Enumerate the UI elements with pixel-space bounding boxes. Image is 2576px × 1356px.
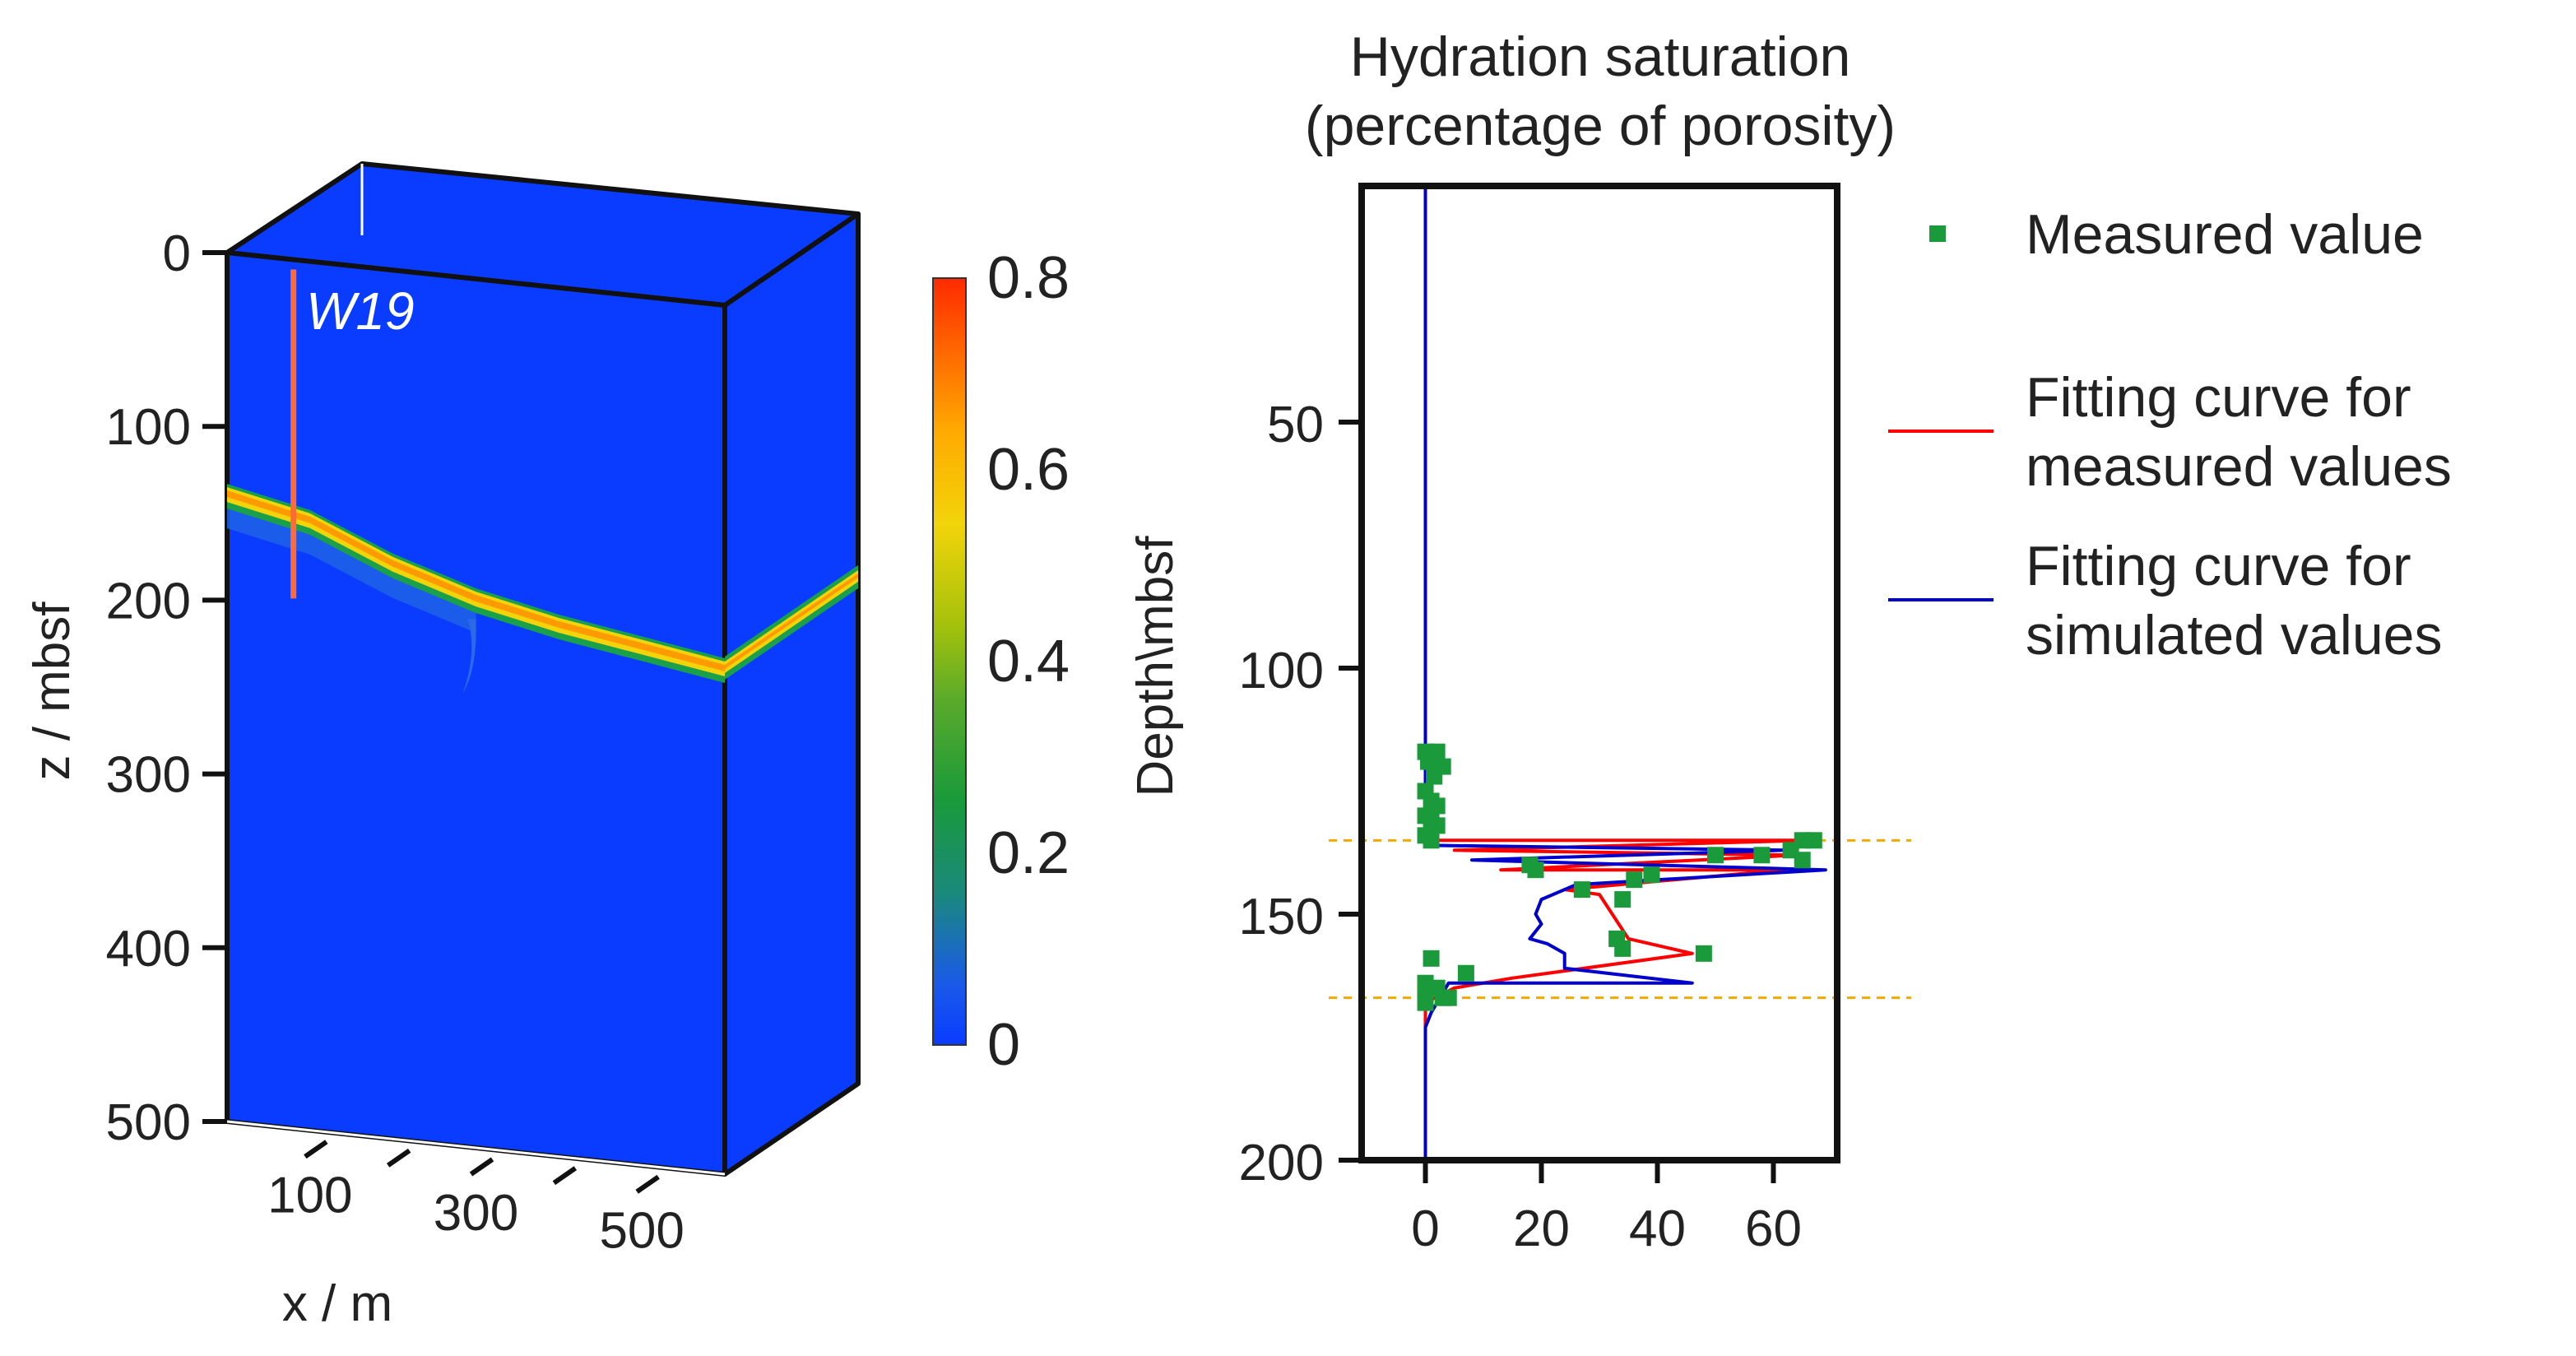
measured-point [1457, 964, 1474, 982]
legend-label: simulated values [2026, 604, 2442, 666]
x-tick-label: 20 [1513, 1200, 1570, 1257]
fit-measured-curve [1423, 186, 1810, 1160]
x-tick-label: 100 [267, 1168, 352, 1224]
measured-point [1426, 768, 1443, 785]
profile-panel: Hydration saturation (percentage of poro… [1127, 26, 2452, 1257]
depth-axis-label: Depth\mbsf [1127, 536, 1184, 797]
x-tick [469, 1157, 494, 1177]
x-tick-label: 0 [1411, 1200, 1439, 1257]
measured-point [1643, 866, 1660, 884]
plot-frame [1358, 183, 1840, 1163]
z-tick-label: 300 [106, 747, 191, 804]
measured-point [1805, 832, 1822, 849]
x-axis-label: x / m [282, 1275, 392, 1332]
volume-side-face [722, 211, 861, 1177]
x-tick-label: 40 [1629, 1200, 1686, 1257]
hydrate-plume [462, 619, 476, 694]
z-axis: 0 100 200 300 400 500 [106, 225, 227, 1151]
measured-point [1794, 852, 1811, 869]
measured-point [1423, 832, 1440, 849]
measured-point [1626, 871, 1643, 889]
colorbar-ticks: 0.8 0.6 0.4 0.2 0 [987, 245, 1070, 1078]
x-tick [635, 1174, 660, 1194]
side-band-orange [725, 573, 858, 669]
x-tick [304, 1140, 328, 1159]
y-tick-label: 100 [1239, 643, 1324, 699]
measured-point [1753, 847, 1771, 864]
legend-label: Fitting curve for [2026, 366, 2411, 429]
x-axis: 100 300 500 [267, 1140, 685, 1259]
colorbar-tick-label: 0.4 [987, 629, 1070, 694]
profile-title-line2: (percentage of porosity) [1305, 95, 1896, 157]
measured-point [1706, 847, 1724, 864]
profile-title-line1: Hydration saturation [1350, 26, 1851, 88]
y-tick-label: 150 [1239, 889, 1324, 945]
measured-point [1695, 945, 1712, 962]
colorbar-tick-label: 0.2 [987, 820, 1070, 886]
measured-point [1423, 950, 1440, 967]
measured-point [1440, 989, 1457, 1006]
z-tick-label: 400 [106, 921, 191, 978]
measured-point [1417, 994, 1434, 1011]
x-tick-label: 300 [434, 1185, 518, 1242]
hydrate-layer-side [725, 564, 858, 680]
y-tick-label: 200 [1239, 1135, 1324, 1191]
hydrate-layer-front [227, 484, 725, 694]
colorbar-tick-label: 0 [987, 1012, 1020, 1078]
colorbar-tick-label: 0.6 [987, 437, 1070, 503]
legend-marker-measured [1929, 225, 1946, 242]
measured-point [1573, 881, 1590, 899]
y-tick-label: 50 [1267, 397, 1324, 453]
colorbar-gradient [932, 277, 967, 1046]
measured-point [1527, 861, 1544, 879]
x-tick [386, 1148, 411, 1168]
z-tick-label: 0 [163, 225, 191, 282]
legend-label: measured values [2026, 435, 2452, 498]
z-tick-label: 100 [106, 399, 191, 456]
z-tick-label: 500 [106, 1094, 191, 1151]
well-label: W19 [306, 281, 415, 341]
x-tick-label: 60 [1745, 1200, 1802, 1257]
legend-label: Fitting curve for [2026, 535, 2411, 597]
x-tick [552, 1166, 578, 1186]
legend-label: Measured value [2026, 203, 2424, 266]
volume-front-face [225, 250, 727, 1177]
x-tick-label: 500 [599, 1202, 684, 1259]
measured-point [1614, 940, 1631, 957]
profile-plot: 50 100 150 200 0 20 40 60 [1239, 183, 1911, 1257]
hydrate-band-yellow [227, 487, 725, 676]
measured-point [1614, 891, 1631, 908]
colorbar: 0.8 0.6 0.4 0.2 0 [932, 245, 1070, 1078]
hydrate-band-orange [227, 490, 725, 671]
z-axis-label: z / mbsf [24, 601, 81, 781]
z-tick-label: 200 [106, 573, 191, 629]
colorbar-tick-label: 0.8 [987, 245, 1070, 311]
measured-point [1420, 753, 1437, 770]
fit-simulated-curve [1423, 186, 1827, 1160]
